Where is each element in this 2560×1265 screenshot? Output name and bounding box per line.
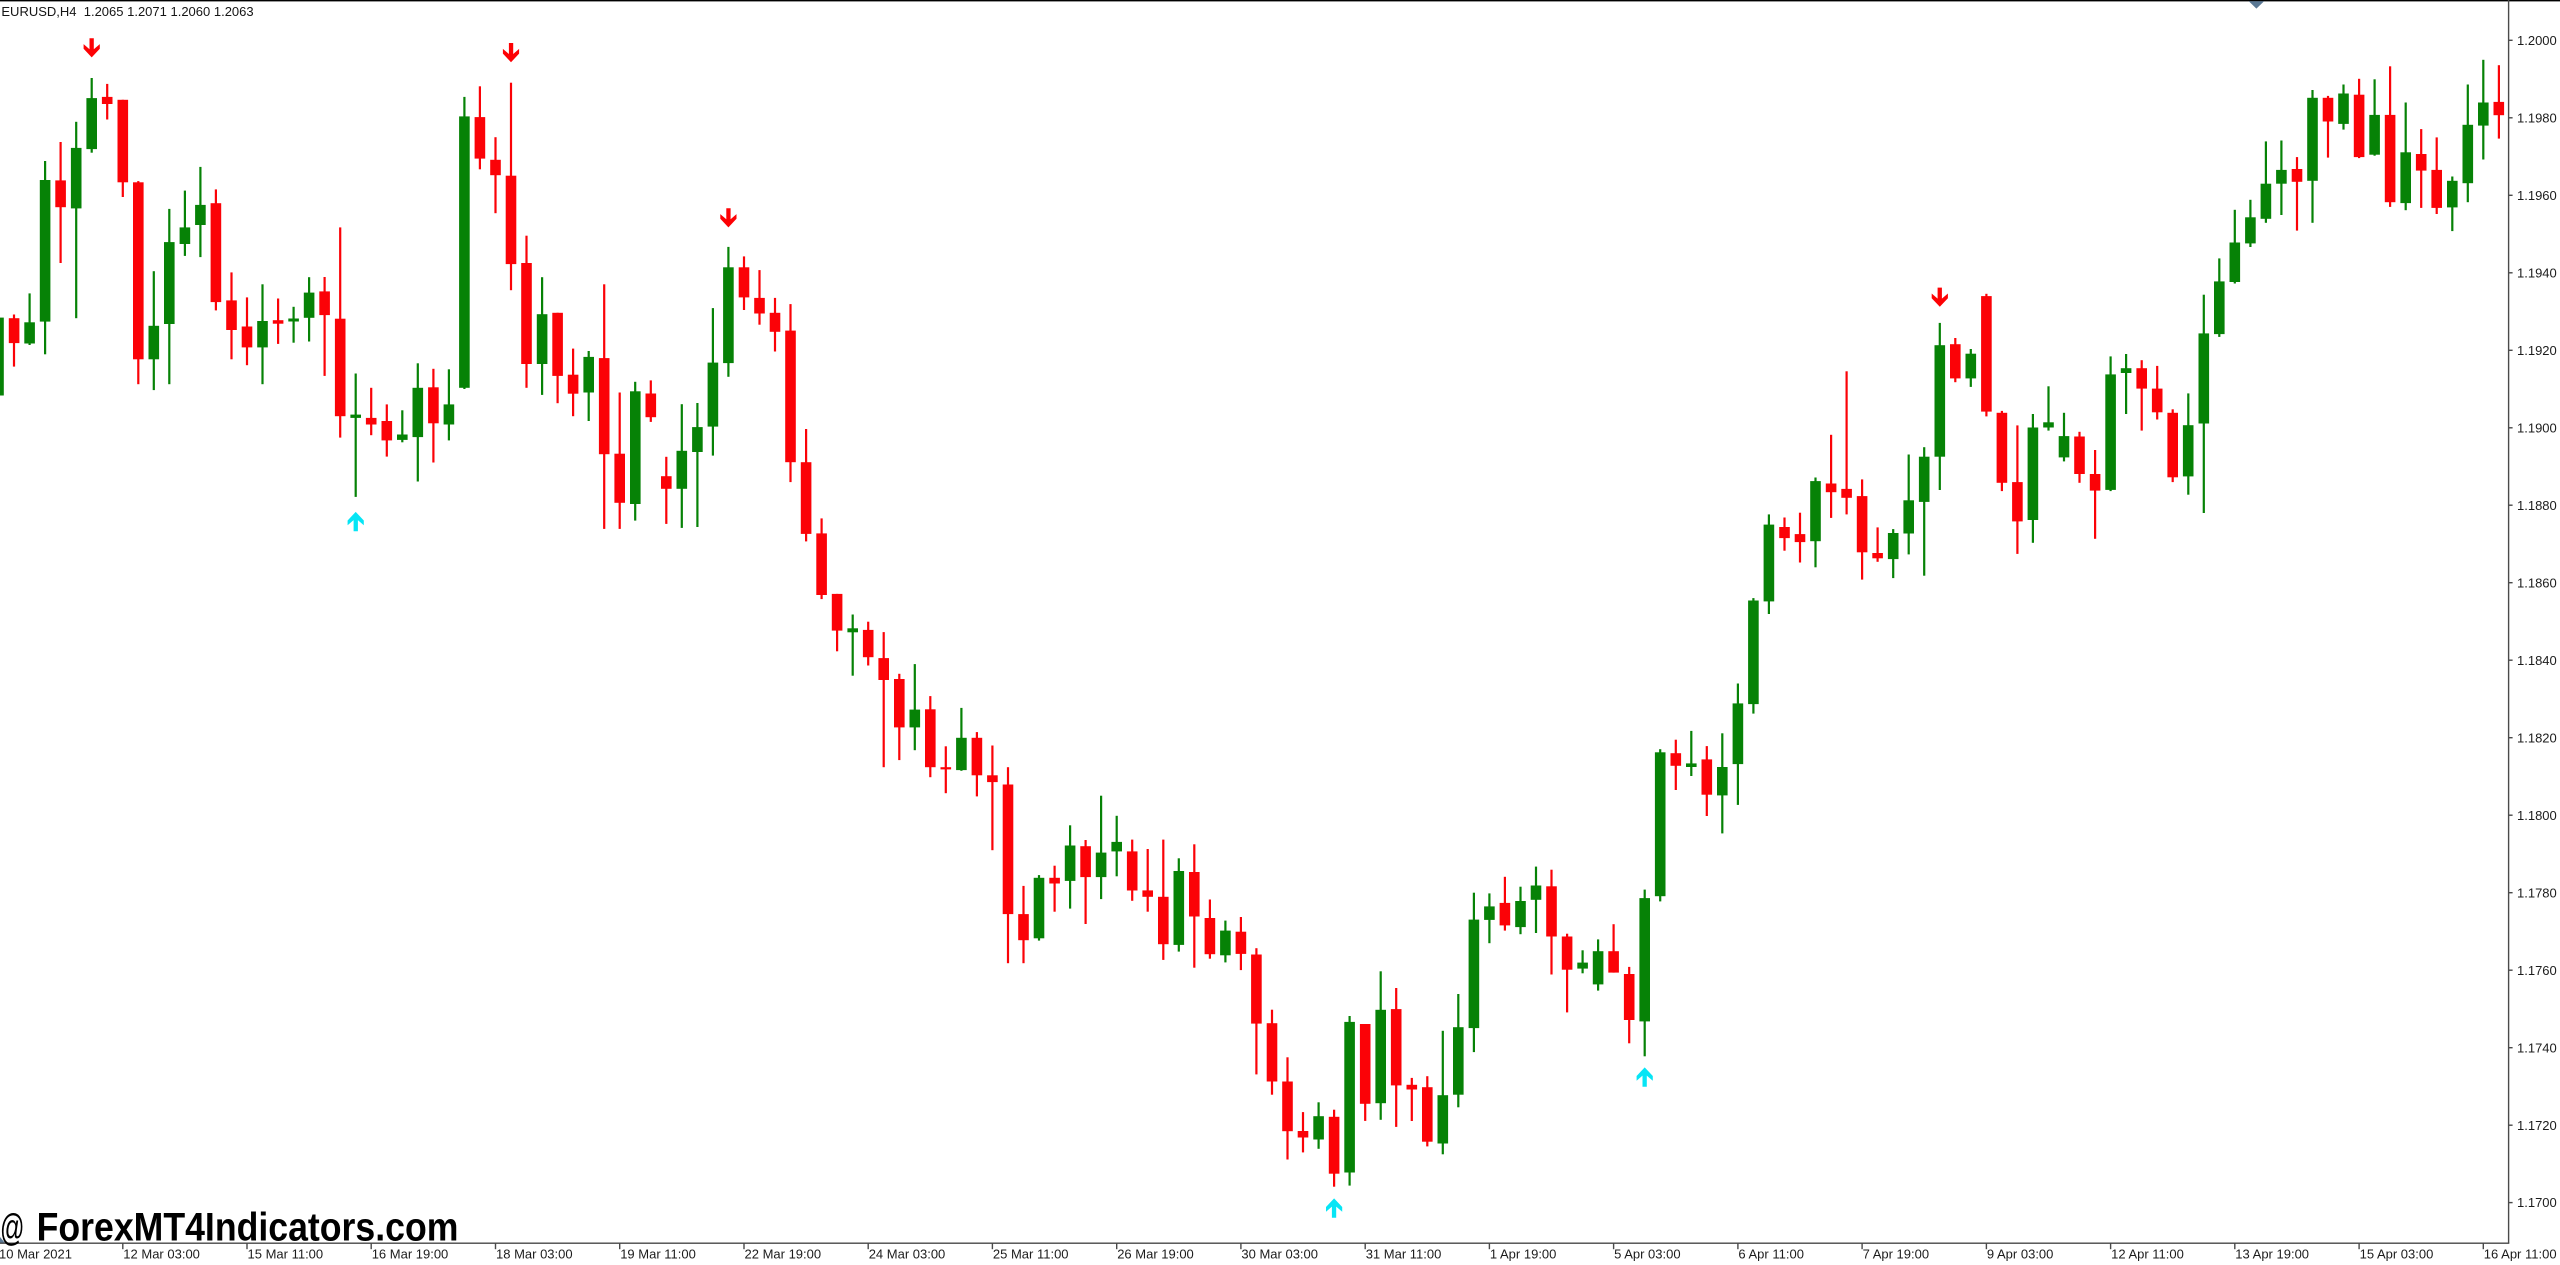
svg-text:1.1840: 1.1840 [2517,653,2557,668]
svg-text:1.1780: 1.1780 [2517,885,2557,900]
svg-text:24 Mar 03:00: 24 Mar 03:00 [869,1247,946,1262]
svg-text:25 Mar 11:00: 25 Mar 11:00 [993,1247,1069,1262]
svg-text:1.1860: 1.1860 [2517,575,2557,590]
svg-text:15 Mar 11:00: 15 Mar 11:00 [248,1247,324,1262]
svg-text:1.1700: 1.1700 [2517,1195,2557,1210]
svg-text:10 Mar 2021: 10 Mar 2021 [0,1247,72,1262]
svg-text:22 Mar 19:00: 22 Mar 19:00 [745,1247,822,1262]
svg-text:12 Apr 11:00: 12 Apr 11:00 [2111,1247,2184,1262]
svg-text:1.1900: 1.1900 [2517,420,2557,435]
svg-text:30 Mar 03:00: 30 Mar 03:00 [1241,1247,1318,1262]
svg-text:18 Mar 03:00: 18 Mar 03:00 [496,1247,573,1262]
svg-text:1.1740: 1.1740 [2517,1040,2557,1055]
svg-text:1.1880: 1.1880 [2517,498,2557,513]
svg-text:1.1940: 1.1940 [2517,265,2557,280]
svg-text:@: @ [0,1207,25,1249]
svg-text:1.1800: 1.1800 [2517,808,2557,823]
svg-text:1.1760: 1.1760 [2517,963,2557,978]
svg-text:7 Apr 19:00: 7 Apr 19:00 [1863,1247,1930,1262]
svg-text:1.1980: 1.1980 [2517,110,2557,125]
svg-text:1.1820: 1.1820 [2517,730,2557,745]
svg-text:1.1960: 1.1960 [2517,188,2557,203]
svg-text:1.1720: 1.1720 [2517,1118,2557,1133]
svg-text:15 Apr 03:00: 15 Apr 03:00 [2360,1247,2434,1262]
svg-text:16 Apr 11:00: 16 Apr 11:00 [2484,1247,2557,1262]
svg-text:EURUSD,H4 1.2065 1.2071 1.206: EURUSD,H4 1.2065 1.2071 1.2060 1.2063 [1,4,253,19]
svg-text:19 Mar 11:00: 19 Mar 11:00 [620,1247,696,1262]
svg-text:16 Mar 19:00: 16 Mar 19:00 [372,1247,449,1262]
svg-text:5 Apr 03:00: 5 Apr 03:00 [1614,1247,1681,1262]
svg-text:13 Apr 19:00: 13 Apr 19:00 [2235,1247,2309,1262]
svg-text:31 Mar 11:00: 31 Mar 11:00 [1366,1247,1442,1262]
svg-text:ForexMT4Indicators.com: ForexMT4Indicators.com [37,1205,459,1249]
svg-text:26 Mar 19:00: 26 Mar 19:00 [1117,1247,1194,1262]
svg-text:6 Apr 11:00: 6 Apr 11:00 [1738,1247,1804,1262]
svg-text:9 Apr 03:00: 9 Apr 03:00 [1987,1247,2053,1262]
svg-text:12 Mar 03:00: 12 Mar 03:00 [123,1247,200,1262]
svg-text:1 Apr 19:00: 1 Apr 19:00 [1490,1247,1557,1262]
svg-text:1.2000: 1.2000 [2517,33,2557,48]
svg-text:1.1920: 1.1920 [2517,343,2557,358]
